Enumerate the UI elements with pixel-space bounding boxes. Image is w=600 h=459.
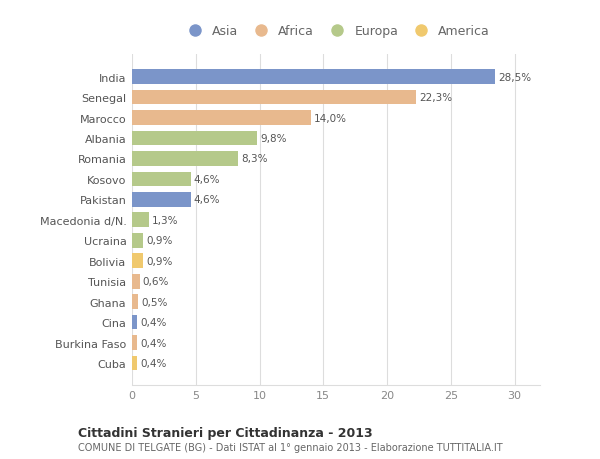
Text: 9,8%: 9,8%: [260, 134, 287, 144]
Text: 4,6%: 4,6%: [194, 174, 220, 185]
Bar: [132, 315, 137, 330]
Bar: [132, 356, 137, 370]
Bar: [132, 131, 257, 146]
Text: 8,3%: 8,3%: [241, 154, 268, 164]
Bar: [132, 90, 416, 105]
Text: COMUNE DI TELGATE (BG) - Dati ISTAT al 1° gennaio 2013 - Elaborazione TUTTITALIA: COMUNE DI TELGATE (BG) - Dati ISTAT al 1…: [78, 442, 503, 452]
Bar: [132, 193, 191, 207]
Bar: [132, 213, 149, 228]
Bar: [132, 336, 137, 350]
Bar: [132, 152, 238, 167]
Text: 0,9%: 0,9%: [146, 236, 173, 246]
Legend: Asia, Africa, Europa, America: Asia, Africa, Europa, America: [178, 22, 494, 42]
Text: 28,5%: 28,5%: [499, 73, 532, 83]
Text: 0,4%: 0,4%: [140, 317, 167, 327]
Bar: [132, 233, 143, 248]
Bar: [132, 295, 139, 309]
Text: 4,6%: 4,6%: [194, 195, 220, 205]
Bar: [132, 70, 496, 85]
Text: Cittadini Stranieri per Cittadinanza - 2013: Cittadini Stranieri per Cittadinanza - 2…: [78, 426, 373, 439]
Text: 0,6%: 0,6%: [143, 277, 169, 286]
Bar: [132, 111, 311, 126]
Text: 22,3%: 22,3%: [419, 93, 452, 103]
Bar: [132, 172, 191, 187]
Text: 0,4%: 0,4%: [140, 338, 167, 348]
Text: 0,5%: 0,5%: [142, 297, 168, 307]
Text: 0,9%: 0,9%: [146, 256, 173, 266]
Bar: [132, 274, 140, 289]
Text: 0,4%: 0,4%: [140, 358, 167, 368]
Text: 1,3%: 1,3%: [152, 215, 178, 225]
Bar: [132, 254, 143, 269]
Text: 14,0%: 14,0%: [314, 113, 347, 123]
